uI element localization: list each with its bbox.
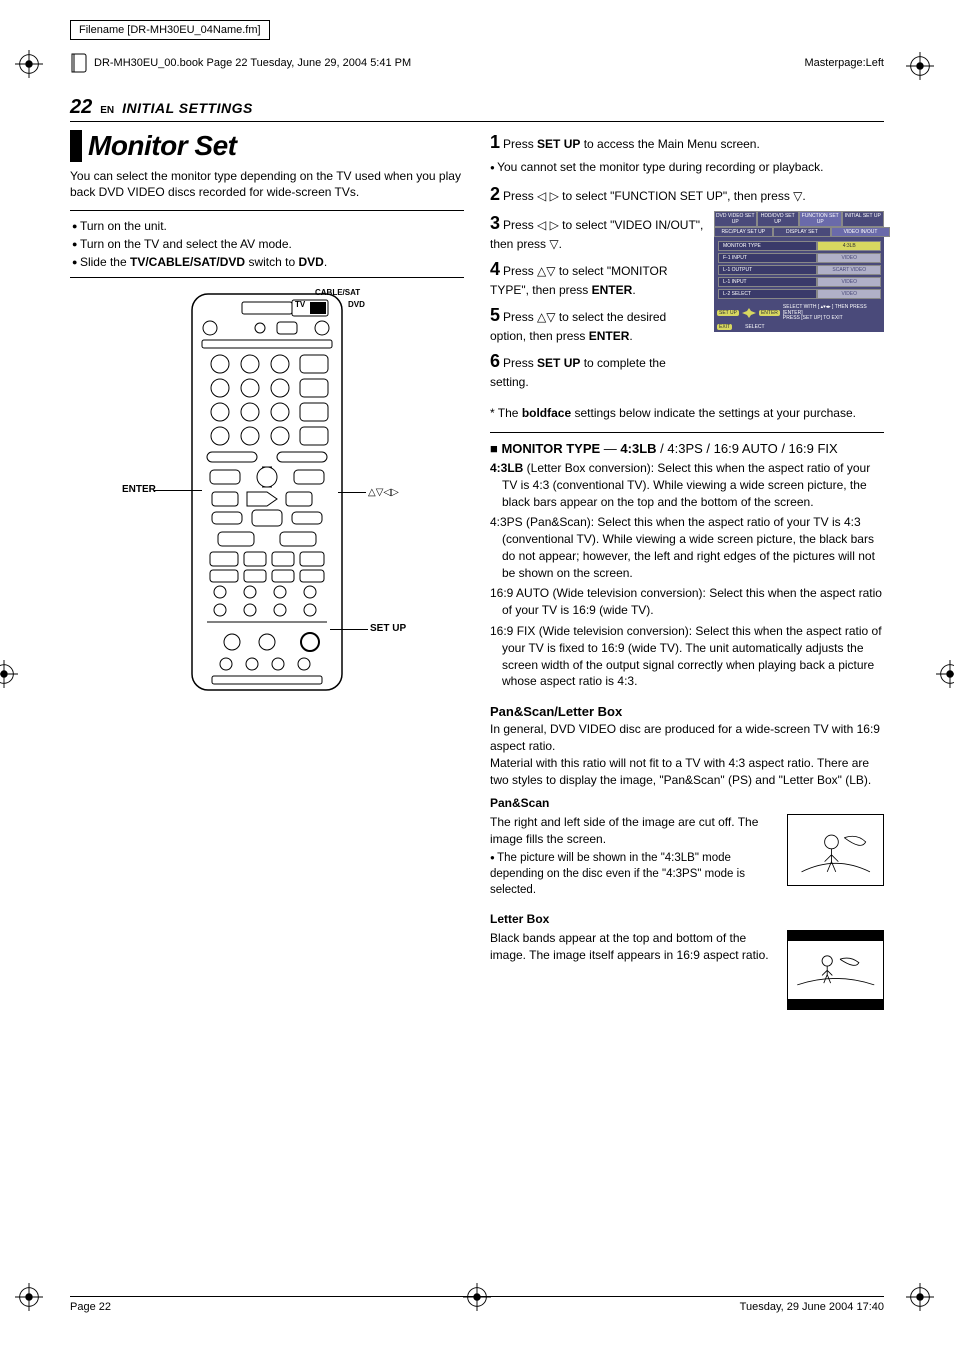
- osd-subtab: DISPLAY SET: [773, 227, 832, 237]
- filename-box: Filename [DR-MH30EU_04Name.fm]: [70, 20, 270, 40]
- step-2: 2Press ◁ ▷ to select "FUNCTION SET UP", …: [490, 182, 884, 207]
- book-icon: [70, 52, 88, 74]
- registration-mark-icon: [15, 1283, 43, 1311]
- osd-subtab: REC/PLAY SET UP: [714, 227, 773, 237]
- switch-label-left: TV: [295, 300, 305, 309]
- osd-row: F-1 INPUTVIDEO: [718, 253, 880, 263]
- left-column: Monitor Set You can select the monitor t…: [70, 130, 464, 1010]
- prep-item: Slide the TV/CABLE/SAT/DVD switch to DVD…: [72, 253, 462, 271]
- step-5: 5Press △▽ to select the desired option, …: [490, 303, 704, 345]
- osd-tab: HDD/DVD SET UP: [757, 211, 800, 227]
- footer-date: Tuesday, 29 June 2004 17:40: [740, 1301, 884, 1313]
- footer-page: Page 22: [70, 1301, 111, 1313]
- monitor-type-heading: ■ MONITOR TYPE — 4:3LB / 4:3PS / 16:9 AU…: [490, 441, 884, 456]
- osd-foot-setup: SET UP: [717, 310, 739, 316]
- osd-tab: FUNCTION SET UP: [799, 211, 842, 227]
- registration-mark-icon: [15, 50, 43, 78]
- step-1-note: You cannot set the monitor type during r…: [490, 159, 884, 176]
- page-header: 22 EN INITIAL SETTINGS: [70, 96, 884, 119]
- divider: [490, 432, 884, 433]
- step-4: 4Press △▽ to select "MONITOR TYPE", then…: [490, 257, 704, 299]
- lb-text: Black bands appear at the top and bottom…: [490, 930, 777, 964]
- monitor-type-option: 4:3LB (Letter Box conversion): Select th…: [490, 460, 884, 510]
- pointer-line: [338, 492, 366, 493]
- switch-label-top: CABLE/SAT: [315, 288, 360, 297]
- registration-mark-icon: [0, 660, 18, 688]
- title-tab-icon: [70, 130, 82, 162]
- pointer-line: [330, 629, 368, 630]
- ps-note: The picture will be shown in the "4:3LB"…: [490, 850, 777, 898]
- monitor-type-options: 4:3LB (Letter Box conversion): Select th…: [490, 460, 884, 690]
- osd-row: L-2 SELECTVIDEO: [718, 289, 880, 299]
- osd-foot-exit: EXIT: [717, 324, 732, 330]
- right-column: 1Press SET UP to access the Main Menu sc…: [490, 130, 884, 1010]
- osd-foot-select: SELECT: [745, 324, 764, 330]
- osd-row: L-1 OUTPUTSCART VIDEO: [718, 265, 880, 275]
- step-3: 3Press ◁ ▷ to select "VIDEO IN/OUT", the…: [490, 211, 704, 253]
- panscan-heading: Pan&Scan/Letter Box: [490, 704, 884, 719]
- title-text: Monitor Set: [88, 130, 237, 162]
- prep-item: Turn on the unit.: [72, 217, 462, 235]
- osd-subtab: VIDEO IN/OUT: [831, 227, 890, 237]
- book-line-text: DR-MH30EU_00.book Page 22 Tuesday, June …: [94, 57, 411, 69]
- setup-label: SET UP: [370, 623, 406, 634]
- switch-label-right: DVD: [348, 300, 365, 309]
- arrows-label: △▽◁▷: [368, 487, 399, 498]
- header-rule: [70, 121, 884, 122]
- prep-item: Turn on the TV and select the AV mode.: [72, 235, 462, 253]
- page-footer: Page 22 Tuesday, 29 June 2004 17:40: [70, 1296, 884, 1313]
- remote-control-icon: [182, 292, 352, 692]
- registration-mark-icon: [906, 1283, 934, 1311]
- dpad-icon: [742, 308, 756, 318]
- masterpage-label: Masterpage:Left: [805, 57, 885, 69]
- preparation-box: Turn on the unit.Turn on the TV and sele…: [70, 210, 464, 278]
- section-title: INITIAL SETTINGS: [122, 100, 253, 116]
- osd-screenshot: DVD VIDEO SET UPHDD/DVD SET UPFUNCTION S…: [714, 211, 884, 332]
- osd-tab: INITIAL SET UP: [842, 211, 885, 227]
- step-6: 6Press SET UP to complete the setting.: [490, 349, 704, 391]
- ps-subhead: Pan&Scan: [490, 796, 884, 810]
- lb-subhead: Letter Box: [490, 912, 884, 926]
- ps-text: The right and left side of the image are…: [490, 814, 777, 848]
- manual-page: Filename [DR-MH30EU_04Name.fm] DR-MH30EU…: [0, 0, 954, 1351]
- osd-tab: DVD VIDEO SET UP: [714, 211, 757, 227]
- registration-mark-icon: [906, 52, 934, 80]
- letterbox-illustration: [787, 930, 884, 1010]
- osd-row: MONITOR TYPE4:3LB: [718, 241, 880, 251]
- pointer-line: [154, 490, 202, 491]
- panscan-p1: In general, DVD VIDEO disc are produced …: [490, 721, 884, 755]
- page-lang: EN: [100, 105, 114, 116]
- boldface-note: * The boldface settings below indicate t…: [490, 405, 884, 422]
- step-1: 1Press SET UP to access the Main Menu sc…: [490, 130, 884, 155]
- monitor-type-option: 16:9 FIX (Wide television conversion): S…: [490, 623, 884, 690]
- osd-foot-line2: PRESS [SET UP] TO EXIT: [783, 316, 881, 322]
- osd-row: L-1 INPUTVIDEO: [718, 277, 880, 287]
- registration-mark-icon: [936, 660, 954, 688]
- panscan-p2: Material with this ratio will not fit to…: [490, 755, 884, 789]
- intro-text: You can select the monitor type dependin…: [70, 168, 464, 200]
- article-title: Monitor Set: [70, 130, 464, 162]
- monitor-type-option: 4:3PS (Pan&Scan): Select this when the a…: [490, 514, 884, 581]
- enter-label: ENTER: [122, 484, 156, 495]
- remote-diagram: CABLE/SAT TV DVD ENTER △▽◁▷ SET UP: [70, 292, 464, 692]
- osd-foot-enter: ENTER: [759, 310, 780, 316]
- monitor-type-option: 16:9 AUTO (Wide television conversion): …: [490, 585, 884, 619]
- panscan-illustration: [787, 814, 884, 886]
- book-reference: DR-MH30EU_00.book Page 22 Tuesday, June …: [70, 52, 411, 74]
- page-number: 22: [70, 96, 92, 119]
